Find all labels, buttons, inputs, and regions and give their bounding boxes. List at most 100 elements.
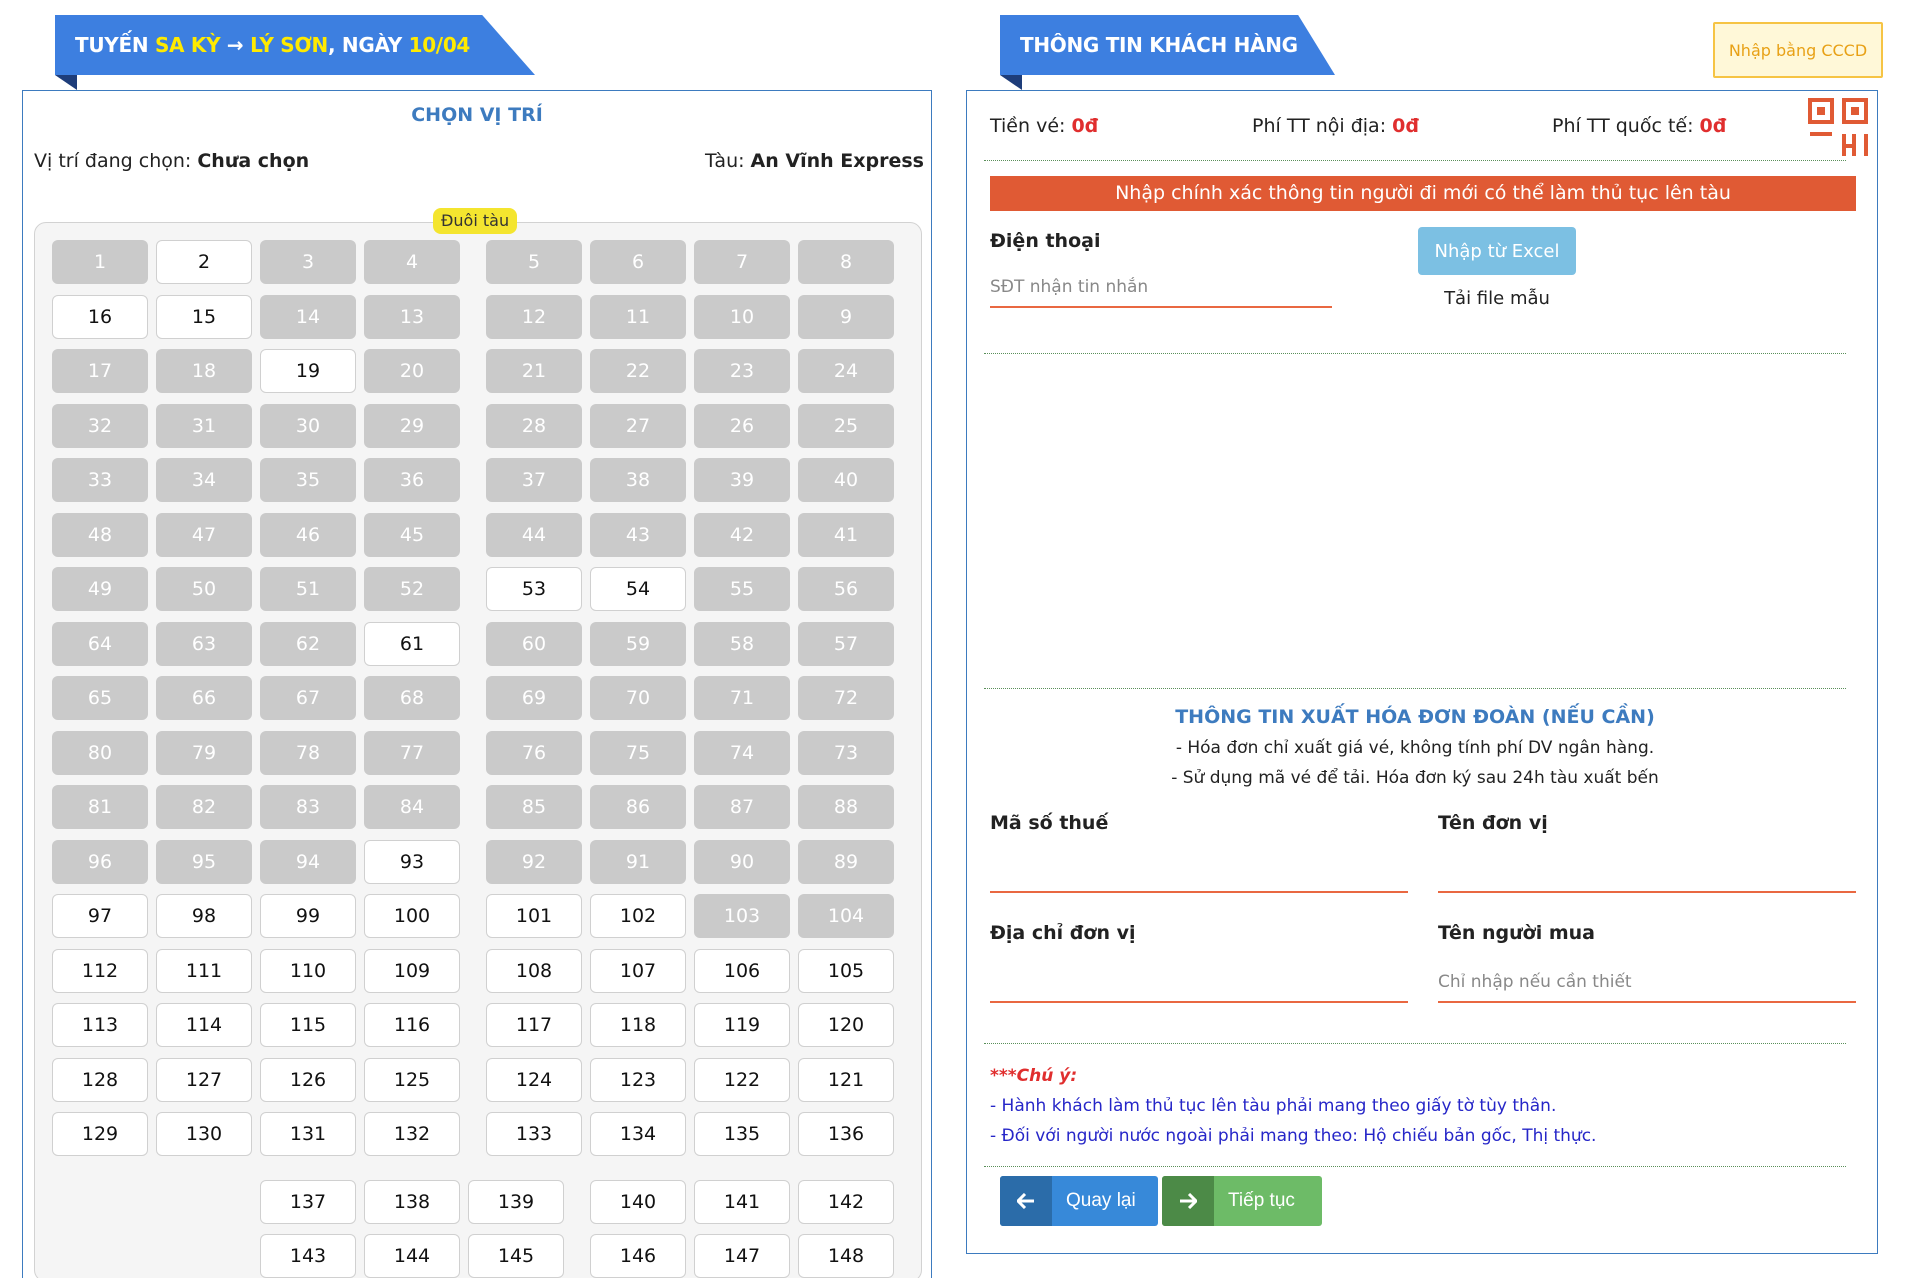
template-link[interactable]: Tải file mẫu bbox=[1444, 288, 1550, 309]
seat-108[interactable]: 108 bbox=[486, 948, 582, 993]
seat-111[interactable]: 111 bbox=[156, 948, 252, 993]
intl-fee-value: 0đ bbox=[1699, 115, 1727, 137]
seat-82: 82 bbox=[156, 785, 252, 829]
seat-54[interactable]: 54 bbox=[590, 567, 686, 611]
back-button-label: Quay lại bbox=[1066, 1190, 1136, 1211]
seat-101[interactable]: 101 bbox=[486, 894, 582, 938]
seat-53[interactable]: 53 bbox=[486, 567, 582, 611]
seat-126[interactable]: 126 bbox=[260, 1057, 356, 1102]
seat-46: 46 bbox=[260, 512, 356, 557]
seat-131[interactable]: 131 bbox=[260, 1112, 356, 1156]
seat-98[interactable]: 98 bbox=[156, 894, 252, 938]
seat-79: 79 bbox=[156, 730, 252, 775]
seat-115[interactable]: 115 bbox=[260, 1003, 356, 1047]
seat-146[interactable]: 146 bbox=[590, 1234, 686, 1278]
seat-147[interactable]: 147 bbox=[694, 1234, 790, 1278]
seat-26: 26 bbox=[694, 403, 790, 448]
seat-109[interactable]: 109 bbox=[364, 948, 460, 993]
seat-3: 3 bbox=[260, 240, 356, 284]
seat-119[interactable]: 119 bbox=[694, 1003, 790, 1047]
seat-89: 89 bbox=[798, 839, 894, 884]
seat-107[interactable]: 107 bbox=[590, 948, 686, 993]
next-button[interactable]: Tiếp tục bbox=[1162, 1176, 1322, 1226]
seat-2[interactable]: 2 bbox=[156, 240, 252, 284]
seat-129[interactable]: 129 bbox=[52, 1112, 148, 1156]
seat-102[interactable]: 102 bbox=[590, 894, 686, 938]
seat-132[interactable]: 132 bbox=[364, 1112, 460, 1156]
seat-110[interactable]: 110 bbox=[260, 948, 356, 993]
seat-112[interactable]: 112 bbox=[52, 948, 148, 993]
seat-23: 23 bbox=[694, 349, 790, 393]
seat-135[interactable]: 135 bbox=[694, 1112, 790, 1156]
domestic-fee-label: Phí TT nội địa: bbox=[1252, 115, 1393, 137]
seat-118[interactable]: 118 bbox=[590, 1003, 686, 1047]
seat-133[interactable]: 133 bbox=[486, 1112, 582, 1156]
fare-value: 0đ bbox=[1071, 115, 1099, 137]
unit-name-input[interactable] bbox=[1438, 853, 1856, 893]
seat-138[interactable]: 138 bbox=[364, 1180, 460, 1224]
seat-137[interactable]: 137 bbox=[260, 1180, 356, 1224]
cccd-button[interactable]: Nhập bằng CCCD bbox=[1713, 22, 1883, 78]
seat-31: 31 bbox=[156, 403, 252, 448]
qr-icon[interactable] bbox=[1808, 98, 1868, 158]
seat-63: 63 bbox=[156, 621, 252, 666]
seat-139[interactable]: 139 bbox=[468, 1180, 564, 1224]
tax-code-input[interactable] bbox=[990, 853, 1408, 893]
excel-button[interactable]: Nhập từ Excel bbox=[1418, 227, 1576, 275]
seat-142[interactable]: 142 bbox=[798, 1180, 894, 1224]
seat-145[interactable]: 145 bbox=[468, 1234, 564, 1278]
seat-25: 25 bbox=[798, 403, 894, 448]
seat-61[interactable]: 61 bbox=[364, 621, 460, 666]
seat-128[interactable]: 128 bbox=[52, 1057, 148, 1102]
seat-15[interactable]: 15 bbox=[156, 294, 252, 339]
seat-143[interactable]: 143 bbox=[260, 1234, 356, 1278]
seat-120[interactable]: 120 bbox=[798, 1003, 894, 1047]
ship-name: An Vĩnh Express bbox=[750, 150, 924, 172]
seat-100[interactable]: 100 bbox=[364, 894, 460, 938]
seat-136[interactable]: 136 bbox=[798, 1112, 894, 1156]
seat-123[interactable]: 123 bbox=[590, 1057, 686, 1102]
seat-114[interactable]: 114 bbox=[156, 1003, 252, 1047]
seat-106[interactable]: 106 bbox=[694, 948, 790, 993]
seat-74: 74 bbox=[694, 730, 790, 775]
seat-18: 18 bbox=[156, 349, 252, 393]
seat-117[interactable]: 117 bbox=[486, 1003, 582, 1047]
seat-48: 48 bbox=[52, 512, 148, 557]
seat-125[interactable]: 125 bbox=[364, 1057, 460, 1102]
seat-16[interactable]: 16 bbox=[52, 294, 148, 339]
seat-140[interactable]: 140 bbox=[590, 1180, 686, 1224]
seat-84: 84 bbox=[364, 785, 460, 829]
seat-116[interactable]: 116 bbox=[364, 1003, 460, 1047]
seat-42: 42 bbox=[694, 512, 790, 557]
seat-122[interactable]: 122 bbox=[694, 1057, 790, 1102]
seat-105[interactable]: 105 bbox=[798, 948, 894, 993]
seat-58: 58 bbox=[694, 621, 790, 666]
seat-130[interactable]: 130 bbox=[156, 1112, 252, 1156]
seat-36: 36 bbox=[364, 458, 460, 502]
seat-121[interactable]: 121 bbox=[798, 1057, 894, 1102]
buyer-name-input[interactable] bbox=[1438, 963, 1856, 1003]
seat-99[interactable]: 99 bbox=[260, 894, 356, 938]
seat-141[interactable]: 141 bbox=[694, 1180, 790, 1224]
seat-97[interactable]: 97 bbox=[52, 894, 148, 938]
route-to: LÝ SƠN bbox=[250, 33, 328, 57]
seat-93[interactable]: 93 bbox=[364, 839, 460, 884]
seat-134[interactable]: 134 bbox=[590, 1112, 686, 1156]
domestic-fee-value: 0đ bbox=[1392, 115, 1419, 137]
seat-124[interactable]: 124 bbox=[486, 1057, 582, 1102]
seat-22: 22 bbox=[590, 349, 686, 393]
seat-45: 45 bbox=[364, 512, 460, 557]
unit-address-input[interactable] bbox=[990, 963, 1408, 1003]
seat-148[interactable]: 148 bbox=[798, 1234, 894, 1278]
divider bbox=[984, 688, 1846, 689]
seat-19[interactable]: 19 bbox=[260, 349, 356, 393]
seat-35: 35 bbox=[260, 458, 356, 502]
back-button[interactable]: Quay lại bbox=[1000, 1176, 1158, 1226]
seat-127[interactable]: 127 bbox=[156, 1057, 252, 1102]
seat-113[interactable]: 113 bbox=[52, 1003, 148, 1047]
route-date: 10/04 11:00 bbox=[408, 33, 471, 57]
phone-input[interactable] bbox=[990, 268, 1332, 308]
seat-144[interactable]: 144 bbox=[364, 1234, 460, 1278]
seat-78: 78 bbox=[260, 730, 356, 775]
seat-24: 24 bbox=[798, 349, 894, 393]
